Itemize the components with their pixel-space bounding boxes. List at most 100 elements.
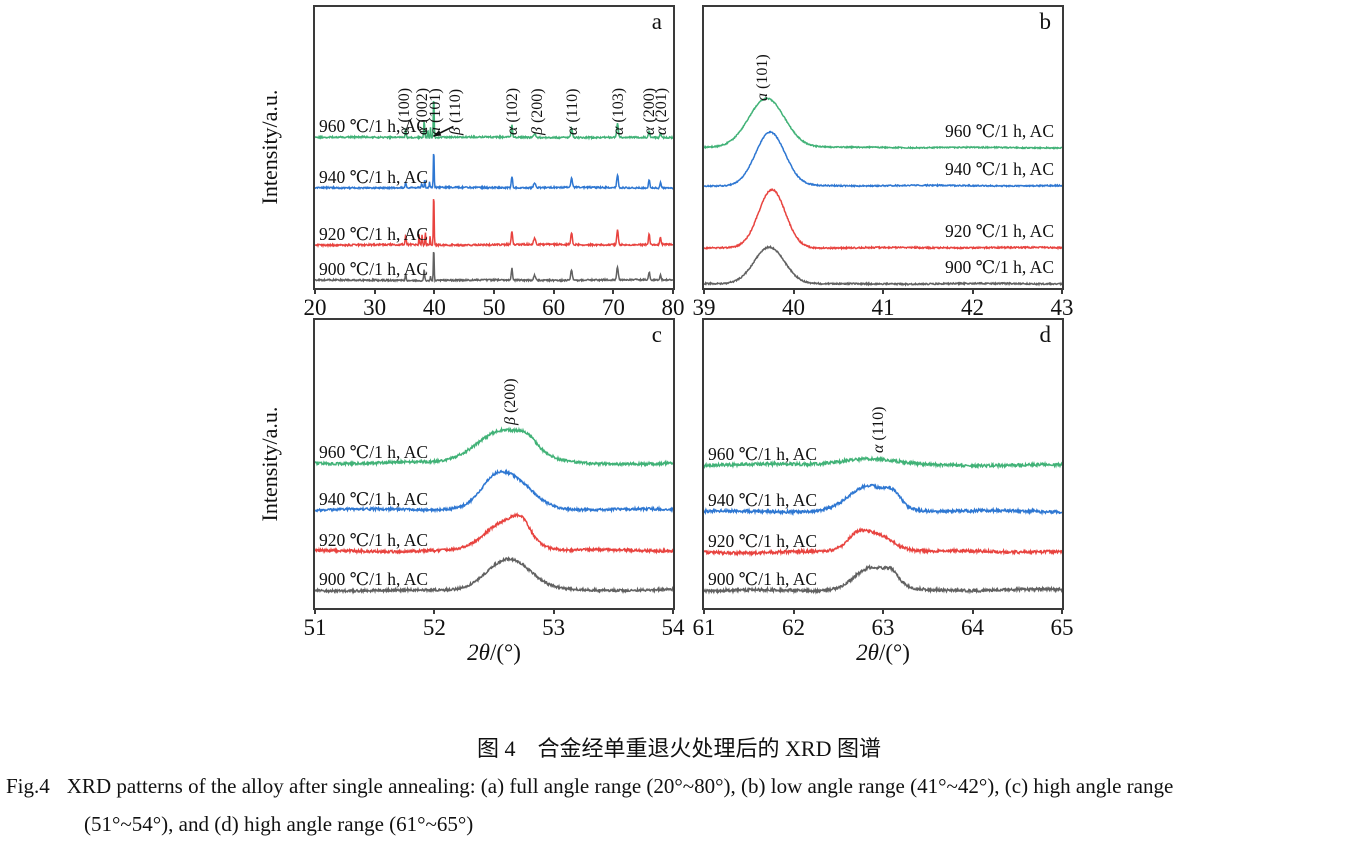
panel-letter: a	[651, 9, 662, 34]
panel-d: d 2θ/(°) 960 ℃/1 h, AC 940 ℃/1 h, AC 920 ℃…	[693, 318, 1074, 665]
x-axis-tick	[433, 608, 436, 614]
peak-label: β (200)	[528, 88, 546, 135]
curve-label: 920 ℃/1 h, AC	[319, 529, 429, 550]
x-axis-tick	[703, 608, 705, 614]
x-axis-tick	[314, 288, 316, 294]
x-tick-label: 20	[303, 295, 327, 320]
x-tick-label: 41	[871, 295, 895, 320]
panel-c: c 2θ/(°) 960 ℃/1 h, AC 940 ℃/1 h, AC 920 ℃…	[304, 318, 685, 665]
panel-c-plot	[315, 426, 673, 595]
x-axis-tick	[672, 288, 674, 294]
x-tick-label: 60	[542, 295, 566, 320]
curve-label: 920 ℃/1 h, AC	[708, 530, 818, 551]
curve-label: 960 ℃/1 h, AC	[944, 120, 1054, 141]
beta-110-arrowhead	[433, 130, 442, 137]
x-tick-label: 52	[422, 615, 446, 640]
xrd-curve-red	[704, 188, 1062, 251]
caption-english-line1: Fig.4 XRD patterns of the alloy after sin…	[6, 774, 1174, 798]
x-tick-label: 61	[692, 615, 716, 640]
x-axis-tick	[1061, 608, 1063, 614]
panel-letter: b	[1039, 9, 1052, 34]
curve-label: 920 ℃/1 h, AC	[944, 220, 1054, 241]
x-axis-tick	[882, 288, 884, 294]
panel-b-plot	[704, 96, 1062, 287]
x-tick-label: 64	[961, 615, 984, 640]
xrd-curve-gray	[704, 563, 1062, 595]
curve-label: 900 ℃/1 h, AC	[708, 569, 818, 590]
curve-label: 900 ℃/1 h, AC	[944, 256, 1054, 277]
peak-label: α (110)	[869, 406, 887, 454]
xrd-curve-green	[704, 96, 1062, 150]
panel-b: b 960 ℃/1 h, AC 940 ℃/1 h, AC 920 ℃/1 h, A…	[693, 5, 1074, 320]
peak-label: β (200)	[501, 378, 519, 426]
x-tick-label: 70	[601, 295, 625, 320]
curve-label: 920 ℃/1 h, AC	[319, 223, 429, 244]
x-axis-tick	[971, 608, 974, 614]
x-axis-tick	[703, 288, 705, 294]
x-axis-tick	[433, 288, 436, 294]
xrd-curve-blue	[315, 468, 673, 514]
panel-d-plot	[704, 455, 1062, 595]
x-axis-title: 2θ/(°)	[467, 640, 521, 665]
x-axis-tick	[552, 608, 555, 614]
panel-letter: d	[1039, 322, 1052, 347]
caption-chinese: 图 4 合金经单重退火处理后的 XRD 图谱	[477, 736, 881, 761]
x-axis-tick	[971, 288, 974, 294]
x-tick-label: 65	[1050, 615, 1074, 640]
x-axis-tick	[314, 608, 316, 614]
x-axis-tick	[672, 608, 674, 614]
curve-label: 940 ℃/1 h, AC	[319, 488, 429, 509]
xrd-curve-green	[315, 100, 673, 141]
xrd-curve-red	[315, 199, 673, 249]
x-axis-tick	[792, 608, 795, 614]
xrd-curve-blue	[704, 130, 1062, 188]
xrd-curve-red	[704, 527, 1062, 557]
peak-label: a (101)	[426, 88, 444, 135]
x-axis-tick	[373, 288, 376, 294]
x-tick-label: 39	[692, 295, 716, 320]
curve-label: 940 ℃/1 h, AC	[319, 166, 429, 187]
panel-a-plot	[315, 100, 673, 283]
curve-label: 940 ℃/1 h, AC	[708, 490, 818, 511]
xrd-curve-red	[315, 512, 673, 555]
panel-letter: c	[651, 322, 662, 347]
x-tick-label: 63	[871, 615, 895, 640]
peak-label: α (201)	[653, 87, 671, 135]
x-tick-label: 40	[422, 295, 446, 320]
xrd-curve-blue	[704, 482, 1062, 517]
caption-english-line2: (51°~54°), and (d) high angle range (61°…	[84, 812, 474, 836]
x-tick-label: 43	[1050, 295, 1074, 320]
x-axis-tick	[612, 288, 615, 294]
peak-label: α (100)	[395, 87, 413, 135]
xrd-curve-green	[315, 426, 673, 468]
x-tick-label: 30	[363, 295, 387, 320]
xrd-curve-gray	[315, 251, 673, 283]
x-axis-title: 2θ/(°)	[856, 640, 910, 665]
x-tick-label: 42	[961, 295, 984, 320]
peak-label: β (110)	[446, 88, 464, 135]
panel-a: a 960 ℃/1 h, AC 940 ℃/1 h, AC 920 ℃/1 h, A…	[304, 5, 685, 320]
peak-label: α (110)	[564, 88, 582, 135]
x-axis-tick	[552, 288, 555, 294]
x-tick-label: 54	[661, 615, 685, 640]
curve-label: 900 ℃/1 h, AC	[319, 259, 429, 280]
x-tick-label: 62	[782, 615, 805, 640]
x-axis-tick	[1061, 288, 1063, 294]
x-tick-label: 40	[782, 295, 805, 320]
figure-number: Fig.4	[6, 774, 50, 798]
y-axis-label-bottom: Intensity/a.u.	[257, 406, 282, 522]
curve-label: 960 ℃/1 h, AC	[319, 116, 429, 137]
xrd-curve-blue	[315, 153, 673, 191]
x-axis-tick	[493, 288, 495, 294]
x-tick-label: 53	[542, 615, 566, 640]
x-tick-label: 51	[303, 615, 327, 640]
peak-label: a (101)	[754, 54, 772, 102]
x-axis-tick	[882, 608, 884, 614]
curve-label: 960 ℃/1 h, AC	[708, 443, 818, 464]
xrd-curve-green	[704, 455, 1062, 470]
y-axis-label-top: Intensity/a.u.	[257, 89, 282, 205]
xrd-curve-gray	[704, 244, 1062, 287]
peak-label: α (102)	[504, 87, 522, 135]
curve-label: 900 ℃/1 h, AC	[319, 569, 429, 590]
